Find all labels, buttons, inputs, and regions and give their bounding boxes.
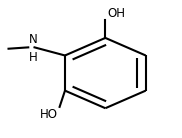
Text: H: H [29, 51, 38, 64]
Text: HO: HO [40, 108, 58, 121]
Text: OH: OH [107, 7, 125, 20]
Text: N: N [29, 33, 38, 46]
